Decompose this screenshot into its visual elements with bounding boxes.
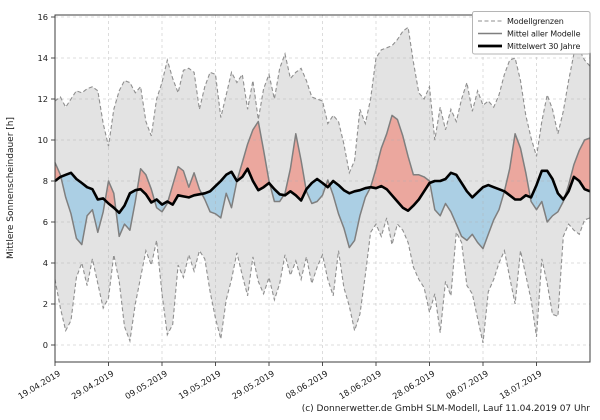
below-normal-fill: [530, 170, 565, 222]
footer-credit: (c) Donnerwetter.de GmbH SLM-Modell, Lau…: [302, 404, 591, 414]
y-tick-label: 12: [37, 94, 48, 104]
legend-item-mittel-aller-modelle: Mittel aller Modelle: [478, 30, 581, 39]
model-mean-line: [54, 114, 591, 250]
legend-label: Mittelwert 30 Jahre: [507, 42, 580, 51]
y-tick-label: 10: [37, 135, 48, 145]
legend-label: Mittel aller Modelle: [507, 30, 581, 39]
legend-item-modellgrenzen: Modellgrenzen: [478, 17, 564, 26]
x-tick-label: 29.05.2019: [230, 368, 276, 401]
x-tick-label: 19.04.2019: [16, 368, 62, 401]
x-tick-label: 29.04.2019: [70, 368, 116, 401]
x-tick-label: 28.06.2019: [391, 368, 437, 401]
below-normal-fill: [329, 181, 371, 248]
y-tick-label: 0: [43, 340, 48, 350]
y-axis-label: Mittlere Sonnenscheindauer [h]: [6, 117, 16, 259]
above-normal-fill: [283, 133, 307, 201]
legend-box: [472, 11, 591, 55]
x-tick-label: 08.06.2019: [284, 368, 330, 401]
mean-30-years-line: [54, 167, 591, 215]
y-tick-label: 2: [43, 299, 48, 309]
y-tick-label: 8: [43, 176, 48, 186]
below-normal-fill: [429, 172, 505, 249]
above-normal-fill: [137, 168, 155, 203]
below-normal-fill: [60, 172, 106, 245]
y-tick-label: 4: [43, 258, 48, 268]
legend: Modellgrenzen Mittel aller Modelle Mitte…: [472, 11, 591, 55]
x-tick-label: 09.05.2019: [123, 368, 169, 401]
x-tick-label: 18.07.2019: [498, 368, 544, 401]
model-range-edges: [54, 26, 591, 344]
x-tick-label: 19.05.2019: [177, 368, 223, 401]
below-normal-fill: [201, 171, 237, 218]
x-tick-label: 08.07.2019: [444, 368, 490, 401]
above-normal-fill: [236, 121, 270, 191]
x-tick-label: 18.06.2019: [337, 368, 383, 401]
legend-label: Modellgrenzen: [507, 17, 564, 26]
legend-item-mittelwert-30-jahre: Mittelwert 30 Jahre: [478, 42, 581, 51]
above-normal-fill: [504, 133, 531, 200]
y-tick-label: 6: [43, 217, 48, 227]
model-limit-line: [54, 26, 591, 175]
y-tick-label: 14: [37, 53, 48, 63]
model-limit-line: [54, 217, 591, 344]
y-tick-label: 16: [37, 12, 48, 22]
below-normal-fill: [115, 189, 138, 237]
series-lines: [54, 114, 591, 250]
